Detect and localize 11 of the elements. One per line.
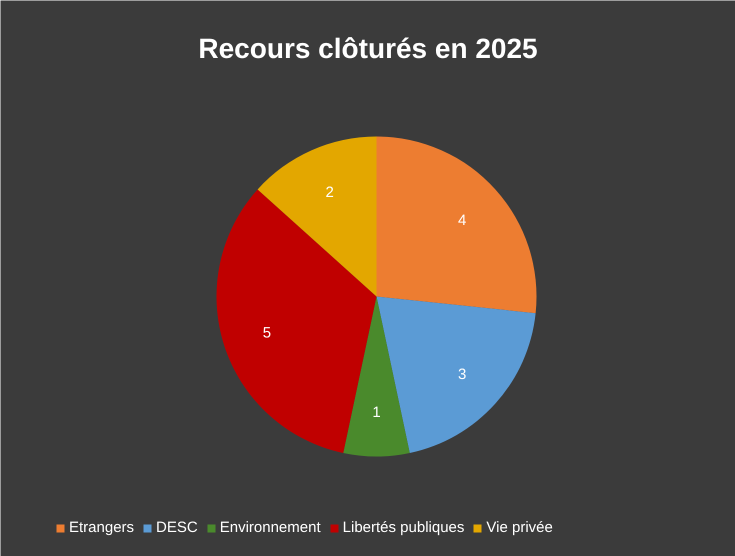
legend-label: Libertés publiques — [342, 519, 464, 536]
chart-title: Recours clôturés en 2025 — [198, 33, 538, 64]
data-label: 4 — [458, 212, 466, 229]
legend-label: Environnement — [220, 519, 321, 536]
data-label: 1 — [372, 404, 381, 422]
data-label: 3 — [458, 366, 466, 384]
data-label: 2 — [325, 184, 334, 201]
legend-label: Etrangers — [69, 519, 134, 536]
legend-label: DESC — [156, 519, 198, 536]
data-label: 5 — [262, 324, 272, 342]
legend-label: Vie privée — [486, 519, 553, 536]
